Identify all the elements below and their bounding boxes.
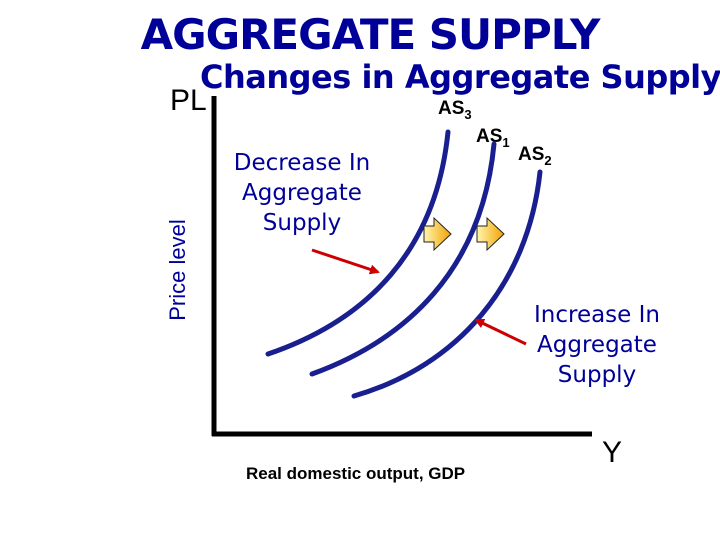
as1-curve [309,141,497,377]
decrease-pointer-arrow [311,248,380,275]
left-shift-arrow [423,216,452,252]
right-shift-arrow [476,216,505,252]
curve-label-as2: AS2 [518,144,552,168]
y-axis-short-label: PL [170,84,207,117]
as3-curve [265,129,451,357]
x-axis-label: Real domestic output, GDP [246,464,466,483]
curve-label-as1: AS1 [476,126,510,150]
increase-annotation: Increase In Aggregate Supply [533,302,660,388]
decrease-annotation: Decrease In Aggregate Supply [233,150,371,236]
increase-pointer-arrow [474,318,527,346]
x-axis-short-label: Y [602,436,623,469]
page-title: AGGREGATE SUPPLY [140,10,601,59]
curve-label-as3: AS3 [438,98,472,122]
page-subtitle: Changes in Aggregate Supply [200,58,720,96]
as2-curve [351,169,543,399]
